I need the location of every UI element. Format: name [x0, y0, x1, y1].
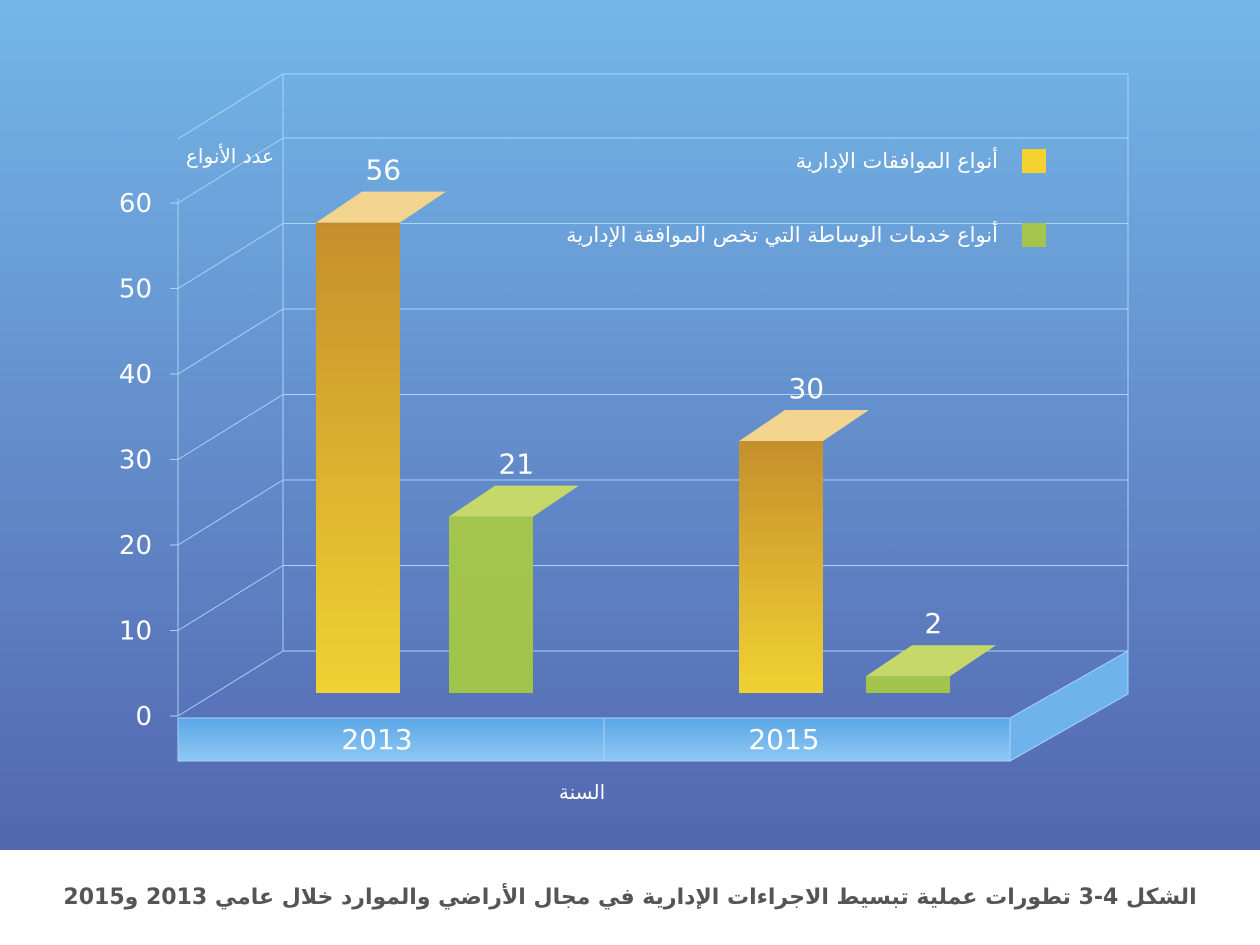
y-tick-label: 40 [119, 360, 152, 390]
bar-top [866, 645, 996, 677]
y-axis-title: عدد الأنواع [186, 144, 274, 168]
x-axis-title: السنة [559, 780, 605, 804]
y-tick-label: 10 [119, 617, 152, 647]
bar [866, 676, 950, 693]
data-label: 56 [365, 154, 401, 187]
axes: 0 10 20 30 40 50 60 2013 2015 عدد الأنواع السنة [119, 144, 1129, 804]
legend-swatch [1022, 223, 1046, 247]
figure-caption: الشكل 4-3 تطورات عملية تبسيط الاجراءات ا… [63, 885, 1197, 910]
bar-top [739, 410, 869, 441]
legend-label: أنواع خدمات الوساطة التي تخص الموافقة ال… [566, 221, 998, 247]
x-axis-base-side [1009, 650, 1129, 762]
y-tick-label: 60 [119, 189, 152, 219]
data-label: 2 [924, 607, 942, 640]
x-axis-base [177, 717, 1011, 762]
legend-label: أنواع الموافقات الإدارية [796, 147, 998, 173]
x-tick-label: 2013 [341, 723, 412, 756]
bar-chart: 0 10 20 30 40 50 60 2013 2015 عدد الأنواع السنة 56… [0, 0, 1260, 850]
gridline-slant [177, 650, 284, 717]
bars [316, 191, 996, 693]
data-label: 30 [788, 372, 824, 405]
labels: 56 30 21 2 [365, 154, 942, 641]
bar [316, 222, 400, 693]
y-tick-label: 50 [119, 275, 152, 305]
data-label: 21 [498, 448, 534, 481]
legend-swatch [1022, 149, 1046, 173]
gridline-slant [177, 137, 284, 204]
gridline-slant [177, 394, 284, 460]
legend: أنواع الموافقات الإدارية أنواع خدمات الوس… [566, 147, 1046, 247]
bar-top [449, 485, 579, 517]
gridline-slant [177, 308, 284, 375]
gridline-slant [177, 223, 284, 289]
x-tick-label: 2015 [748, 723, 819, 756]
y-tick-label: 0 [135, 702, 152, 732]
frame-top-slant [177, 73, 284, 140]
grid [170, 73, 1129, 717]
y-tick-label: 20 [119, 531, 152, 561]
bar [449, 516, 533, 693]
bar-top [316, 191, 446, 223]
y-tick-label: 30 [119, 446, 152, 476]
gridline-slant [177, 565, 284, 631]
bar [739, 441, 823, 693]
gridline-slant [177, 479, 284, 546]
